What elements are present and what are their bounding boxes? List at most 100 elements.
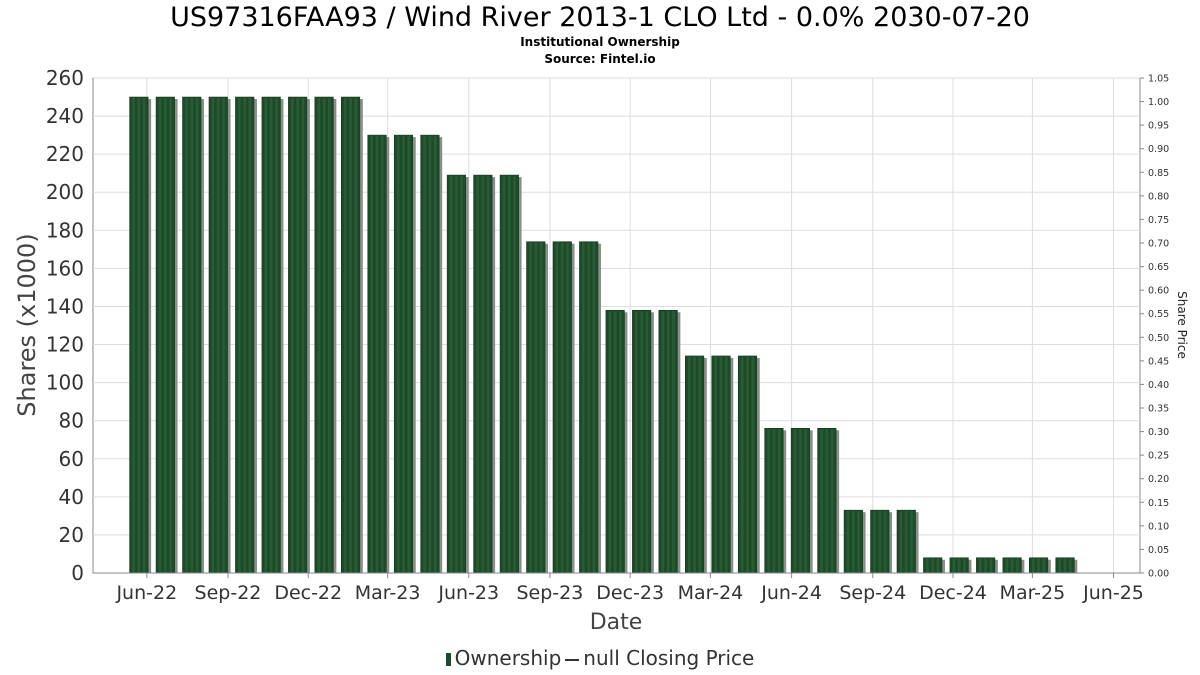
- bar-stripe: [216, 98, 220, 574]
- x-tick-label: Dec-23: [596, 582, 664, 604]
- bar-stripe: [926, 558, 929, 573]
- y-tick-label: 160: [46, 256, 84, 280]
- y2-tick-label: 0.65: [1148, 262, 1169, 273]
- bar-stripe: [529, 242, 532, 573]
- ownership-chart: 0 20 40 60 80 100 120 140 160 180 200 220 240 260 Jun-…: [13, 66, 1189, 635]
- bar-stripe: [1010, 558, 1014, 573]
- y-tick-label: 60: [59, 447, 84, 471]
- y2-tick-label: 0.60: [1148, 286, 1169, 297]
- bar-stripe: [899, 511, 903, 573]
- y-tick-label: 200: [46, 180, 84, 204]
- y2-tick-label: 0.20: [1148, 474, 1169, 485]
- bar-stripe: [825, 429, 829, 573]
- bar-stripe: [687, 356, 691, 573]
- y-tick-label: 120: [46, 333, 84, 357]
- bar-stripe: [433, 136, 437, 573]
- bar-stripe: [508, 176, 511, 573]
- bar-stripe: [566, 242, 569, 573]
- y2-tick-label: 0.95: [1148, 121, 1169, 132]
- bar-stripe: [772, 429, 776, 573]
- x-tick-label: Sep-22: [195, 582, 262, 604]
- y2-tick-label: 0.75: [1148, 215, 1169, 226]
- bar-stripe: [693, 356, 696, 573]
- x-axis-label: Date: [590, 610, 643, 635]
- bar-stripe: [328, 98, 331, 574]
- bar-stripe: [375, 136, 379, 573]
- y2-tick-label: 0.40: [1148, 380, 1169, 391]
- y2-tick-label: 0.80: [1148, 191, 1169, 202]
- bar-stripe: [248, 98, 252, 574]
- bar-stripe: [343, 98, 347, 574]
- y2-tick-label: 0.25: [1148, 451, 1169, 462]
- bar-stripe: [354, 98, 358, 574]
- y-tick-label: 80: [59, 409, 84, 433]
- bar-stripe: [555, 242, 559, 573]
- bar-stripe: [222, 98, 225, 574]
- x-tick-label: Sep-24: [839, 582, 906, 604]
- chart-source: Source: Fintel.io: [544, 52, 656, 66]
- bar-stripe: [952, 558, 956, 573]
- bar-stripe: [608, 311, 612, 573]
- bar-stripe: [740, 356, 744, 573]
- bar-stripe: [322, 98, 326, 574]
- bar-stripe: [158, 98, 162, 574]
- bar-stripe: [560, 242, 564, 573]
- bar-stripe: [751, 356, 755, 573]
- bar-stripe: [449, 176, 453, 573]
- bar-stripe: [724, 356, 728, 573]
- bar-stripe: [137, 98, 141, 574]
- bar-stripe: [317, 98, 321, 574]
- y-tick-label: 20: [59, 523, 84, 547]
- bar-stripe: [396, 136, 400, 573]
- x-tick-label: Sep-23: [516, 582, 583, 604]
- bar-stripe: [989, 558, 993, 573]
- bar-stripe: [698, 356, 702, 573]
- bar-stripe: [804, 429, 808, 573]
- bar-stripe: [407, 136, 411, 573]
- bar-stripe: [423, 136, 426, 573]
- bar-stripe: [132, 98, 135, 574]
- bar-stripe: [883, 511, 887, 573]
- bar-stripe: [910, 511, 913, 573]
- chart-title: US97316FAA93 / Wind River 2013-1 CLO Ltd…: [170, 2, 1030, 33]
- y2-tick-label: 0.05: [1148, 545, 1169, 556]
- y2-tick-label: 0.10: [1148, 521, 1169, 532]
- bar-stripe: [142, 98, 146, 574]
- y-tick-label: 140: [46, 294, 84, 318]
- y-tick-label: 180: [46, 218, 84, 242]
- ownership-legend-label: Ownership: [454, 646, 562, 670]
- y2-axis-label: Share Price: [1175, 291, 1189, 359]
- bar-stripe: [746, 356, 749, 573]
- bar-stripe: [1037, 558, 1040, 573]
- bar-stripe: [979, 558, 982, 573]
- bar-stripe: [243, 98, 247, 574]
- bar-stripe: [291, 98, 294, 574]
- bar-stripe: [672, 311, 675, 573]
- bar-stripe: [502, 176, 506, 573]
- bar-stripe: [1058, 558, 1062, 573]
- x-tick-label: Jun-23: [437, 582, 499, 604]
- bar-stripe: [957, 558, 961, 573]
- bar-stripe: [635, 311, 638, 573]
- bar-stripe: [936, 558, 940, 573]
- y2-tick-label: 0.50: [1148, 333, 1169, 344]
- bar-stripe: [264, 98, 268, 574]
- bar-stripe: [1068, 558, 1072, 573]
- bar-stripe: [984, 558, 987, 573]
- y-tick-label: 220: [46, 142, 84, 166]
- bar-stripe: [852, 511, 855, 573]
- bar-stripe: [275, 98, 278, 574]
- x-tick-label: Jun-22: [115, 582, 177, 604]
- bar-stripe: [1016, 558, 1019, 573]
- y-tick-label: 40: [59, 485, 84, 509]
- y2-tick-label: 0.35: [1148, 404, 1169, 415]
- y2-tick-label: 0.45: [1148, 356, 1169, 367]
- x-tick-label: Dec-24: [919, 582, 987, 604]
- bar-stripe: [534, 242, 538, 573]
- bar-stripe: [661, 311, 665, 573]
- ownership-legend-swatch: [445, 653, 451, 666]
- bar-stripe: [460, 176, 464, 573]
- bar-stripe: [719, 356, 723, 573]
- bar-stripe: [164, 98, 167, 574]
- bar-stripe: [777, 429, 781, 573]
